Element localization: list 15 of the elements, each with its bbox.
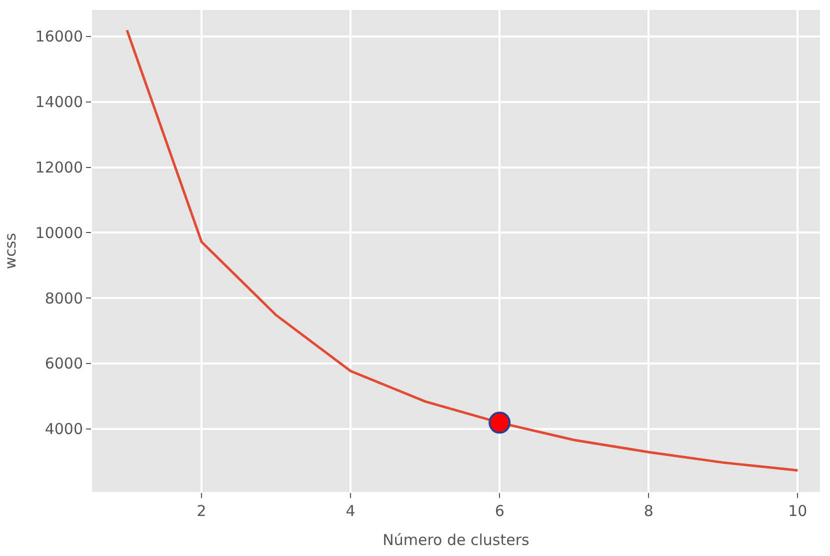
x-tick-label: 4	[346, 502, 356, 520]
y-tick-label: 6000	[44, 354, 83, 373]
y-tick-label: 10000	[35, 224, 83, 242]
line-series	[126, 29, 799, 472]
y-tick-label: 4000	[44, 420, 83, 438]
x-tick-label: 8	[644, 502, 654, 520]
y-axis-title: wcss	[2, 232, 20, 270]
x-tick-label: 6	[494, 502, 504, 520]
y-tick-label: 16000	[35, 28, 83, 46]
y-tick-label: 14000	[35, 93, 83, 112]
y-tick-label: 8000	[44, 289, 83, 308]
y-tick-label: 12000	[35, 158, 83, 177]
x-axis-title: Número de clusters	[382, 531, 530, 549]
x-tick-label: 2	[196, 502, 206, 520]
x-tick-label: 10	[788, 502, 808, 520]
